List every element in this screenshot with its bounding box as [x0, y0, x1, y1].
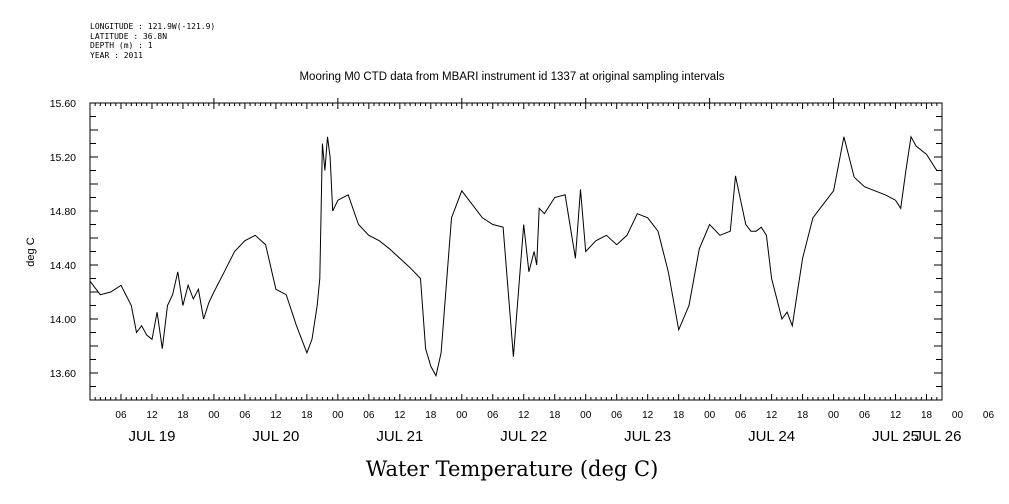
- x-axis-label: Water Temperature (deg C): [366, 457, 659, 481]
- year-text: YEAR : 2011: [90, 50, 143, 60]
- y-axis: 13.60 14.00 14.40 14.80 15.20 15.60: [50, 98, 942, 401]
- x-day-label: JUL 22: [500, 428, 547, 445]
- x-tick-label: 18: [797, 410, 809, 421]
- chart-title: Mooring M0 CTD data from MBARI instrumen…: [299, 71, 724, 83]
- x-tick-label: 06: [239, 410, 251, 421]
- x-tick-label: 00: [828, 410, 840, 421]
- x-tick-label: 18: [549, 410, 561, 421]
- x-day-label: JUL 21: [376, 428, 423, 445]
- y-tick-label: 15.20: [50, 152, 76, 164]
- x-tick-label: 18: [921, 410, 933, 421]
- x-tick-label: 00: [704, 410, 716, 421]
- x-tick-label: 06: [859, 410, 871, 421]
- temperature-series-line: [89, 135, 942, 378]
- y-tick-label: 14.40: [50, 260, 76, 272]
- y-tick-label: 14.00: [50, 314, 76, 326]
- x-tick-label: 00: [208, 410, 220, 421]
- x-day-label: JUL 23: [624, 428, 671, 445]
- y-tick-label: 14.80: [50, 206, 76, 218]
- plot-frame: [89, 102, 943, 401]
- mooring-metadata: LONGITUDE : 121.9W(-121.9) LATITUDE : 36…: [90, 22, 215, 60]
- x-tick-label: 00: [332, 410, 344, 421]
- x-tick-label: 12: [518, 410, 530, 421]
- x-tick-label: 06: [611, 410, 623, 421]
- x-tick-label: 12: [394, 410, 406, 421]
- x-tick-label: 18: [425, 410, 437, 421]
- y-tick-label: 15.60: [50, 98, 76, 110]
- x-tick-label: 00: [580, 410, 592, 421]
- x-tick-label: 12: [270, 410, 282, 421]
- x-tick-label: 06: [115, 410, 127, 421]
- x-tick-label: 18: [673, 410, 685, 421]
- x-tick-label: 12: [766, 410, 778, 421]
- x-axis: 06 12 18 00 06 12 18 00 06 12 18 00 06 12 18 00 06 12 18 00…: [89, 98, 995, 445]
- x-tick-label: 06: [363, 410, 375, 421]
- y-axis-label: deg C: [25, 237, 37, 266]
- y-tick-label: 13.60: [50, 368, 76, 380]
- x-tick-label: 00: [952, 410, 964, 421]
- x-tick-label: 18: [177, 410, 189, 421]
- x-tick-label: 12: [890, 410, 902, 421]
- x-tick-label: 06: [983, 410, 995, 421]
- x-tick-label: 00: [456, 410, 468, 421]
- latitude-text: LATITUDE : 36.8N: [90, 31, 168, 41]
- x-day-label: JUL 24: [748, 428, 795, 445]
- series-layer: [89, 135, 942, 378]
- x-tick-label: 06: [487, 410, 499, 421]
- x-day-label: JUL 19: [128, 428, 175, 445]
- longitude-text: LONGITUDE : 121.9W(-121.9): [90, 22, 216, 31]
- x-day-label: JUL 26: [915, 428, 962, 445]
- depth-text: DEPTH (m) : 1: [90, 41, 153, 50]
- x-day-label: JUL 20: [252, 428, 299, 445]
- x-day-label: JUL 25: [872, 428, 919, 445]
- x-tick-label: 18: [301, 410, 313, 421]
- x-tick-label: 12: [642, 410, 654, 421]
- x-tick-label: 06: [735, 410, 747, 421]
- x-tick-label: 12: [146, 410, 158, 421]
